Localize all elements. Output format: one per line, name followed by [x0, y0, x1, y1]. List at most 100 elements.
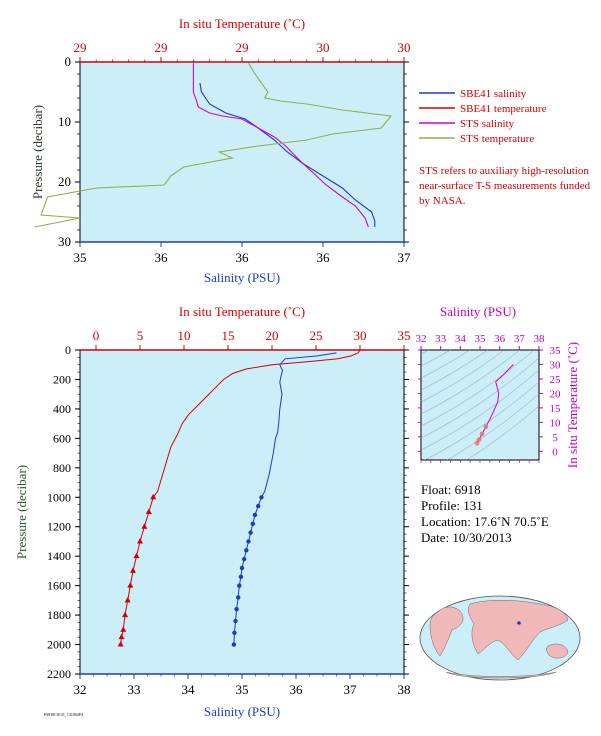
temperature-marker — [133, 552, 140, 559]
density-contour — [421, 350, 535, 427]
top-plot-area — [79, 61, 405, 243]
bottom-x-bottom-tick-label: 34 — [182, 682, 196, 697]
bottom-y-tick-label: 2200 — [47, 667, 71, 681]
temperature-marker — [150, 493, 157, 500]
legend-item-label: SBE41 salinity — [460, 88, 527, 100]
bottom-x-top-tick-label: 20 — [266, 328, 279, 343]
world-map — [419, 595, 581, 681]
density-contour — [424, 381, 539, 460]
ts-y-tick-label: 35 — [550, 345, 562, 357]
temperature-marker — [141, 523, 148, 529]
date: Date: 10/30/2013 — [421, 530, 512, 545]
bottom-x-bottom-tick-label: 32 — [74, 682, 87, 697]
float-id: Float: 6918 — [421, 482, 481, 497]
bottom-x-top-tick-label: 35 — [398, 328, 411, 343]
salinity-marker — [244, 548, 249, 553]
salinity-marker — [237, 583, 242, 588]
temperature-marker — [122, 611, 129, 618]
bottom-x-bottom-tick-label: 36 — [290, 682, 304, 697]
salinity-marker — [239, 565, 245, 571]
top-y-label: Pressure (decibar) — [30, 105, 45, 199]
ts-y-tick-label: 30 — [550, 359, 562, 371]
bottom-y-tick-label: 200 — [53, 372, 71, 386]
top-y-tick-label: 20 — [58, 174, 71, 189]
top-x-top-tick-label: 29 — [236, 40, 249, 55]
bottom-ticks: 0 5 10 15 20 25 30 35 32 33 34 35 36 37 38 0 200 400 600 80… — [47, 328, 411, 697]
ts-y-tick-label: 20 — [550, 388, 562, 400]
bottom-y-tick-label: 1000 — [47, 490, 71, 504]
ts-x-tick-label: 33 — [435, 333, 447, 345]
bottom-y-tick-label: 800 — [53, 461, 71, 475]
salinity-marker — [252, 512, 258, 518]
float-info: Float: 6918 Profile: 131 Location: 17.6˚… — [421, 482, 549, 546]
bottom-x-top-tick-label: 5 — [137, 328, 144, 343]
bottom-y-tick-label: 0 — [65, 343, 71, 357]
map-land-americas — [429, 606, 464, 657]
ts-x-tick-label: 38 — [534, 333, 546, 345]
top-x-top-tick-label: 30 — [398, 40, 411, 55]
top-series — [34, 62, 393, 228]
bottom-x-bottom-tick-label: 35 — [236, 682, 249, 697]
top-x-bottom-label: Salinity (PSU) — [204, 270, 280, 285]
salinity-marker — [250, 521, 255, 526]
bottom-plot-area — [79, 349, 405, 675]
bottom-y-tick-label: 400 — [53, 402, 71, 416]
density-contour — [466, 405, 539, 460]
legend-item-label: STS salinity — [460, 118, 515, 130]
ts-x-tick-label: 35 — [475, 333, 487, 345]
temperature-marker — [145, 508, 152, 514]
temperature-marker — [129, 567, 136, 573]
salinity-marker — [246, 539, 251, 544]
ts-plot-area — [420, 349, 540, 461]
temperature-marker — [118, 633, 125, 640]
bottom-x-bottom-label: Salinity (PSU) — [204, 704, 280, 719]
bottom-x-top-tick-label: 0 — [93, 328, 100, 343]
density-contour — [421, 369, 539, 451]
ts-x-tick-label: 36 — [494, 333, 506, 345]
density-contour — [421, 262, 539, 342]
bottom-panel: 0 5 10 15 20 25 30 35 32 33 34 35 36 37 38 0 200 400 600 80… — [14, 304, 411, 719]
salinity-marker — [234, 607, 239, 612]
top-x-top-tick-label: 29 — [155, 40, 168, 55]
top-y-tick-label: 10 — [58, 114, 71, 129]
bottom-y-tick-label: 600 — [53, 431, 71, 445]
ts-x-tick-label: 32 — [416, 333, 427, 345]
top-series-line-3 — [34, 62, 393, 228]
ts-y-tick-label: 10 — [550, 417, 562, 429]
salinity-marker — [236, 595, 241, 600]
legend-note: STS refers to auxiliary high-resolution … — [419, 165, 591, 207]
temperature-marker — [117, 641, 124, 647]
density-contour — [421, 350, 489, 391]
legend-item-label: SBE41 temperature — [460, 103, 547, 115]
bottom-y-tick-label: 1600 — [47, 579, 71, 593]
top-x-bottom-tick-label: 36 — [317, 250, 331, 265]
density-contour — [421, 350, 505, 403]
top-x-bottom-tick-label: 35 — [74, 250, 87, 265]
temperature-marker — [137, 537, 143, 544]
temperature-marker — [120, 626, 127, 632]
ts-x-tick-label: 34 — [455, 333, 467, 345]
bottom-series — [117, 349, 361, 647]
top-x-top-label: In situ Temperature (˚C) — [179, 16, 305, 31]
salinity-marker — [259, 495, 264, 500]
ts-x-label: Salinity (PSU) — [440, 304, 516, 319]
top-x-top-tick-label: 29 — [74, 40, 87, 55]
bottom-x-top-tick-label: 10 — [178, 328, 191, 343]
density-contour — [421, 357, 539, 439]
ts-series — [474, 364, 514, 446]
bottom-y-tick-label: 1800 — [47, 608, 71, 622]
salinity-marker — [232, 630, 237, 635]
salinity-marker — [256, 503, 261, 509]
top-y-tick-label: 30 — [58, 234, 71, 249]
bottom-x-bottom-tick-label: 37 — [344, 682, 358, 697]
bottom-x-top-tick-label: 15 — [222, 328, 235, 343]
bottom-x-top-tick-label: 25 — [310, 328, 323, 343]
ts-y-tick-label: 25 — [550, 374, 562, 386]
salinity-marker — [233, 618, 238, 624]
bottom-y-tick-label: 1200 — [47, 520, 71, 534]
bottom-x-top-tick-label: 30 — [354, 328, 367, 343]
top-y-tick-label: 0 — [65, 54, 72, 69]
salinity-marker — [238, 574, 244, 579]
